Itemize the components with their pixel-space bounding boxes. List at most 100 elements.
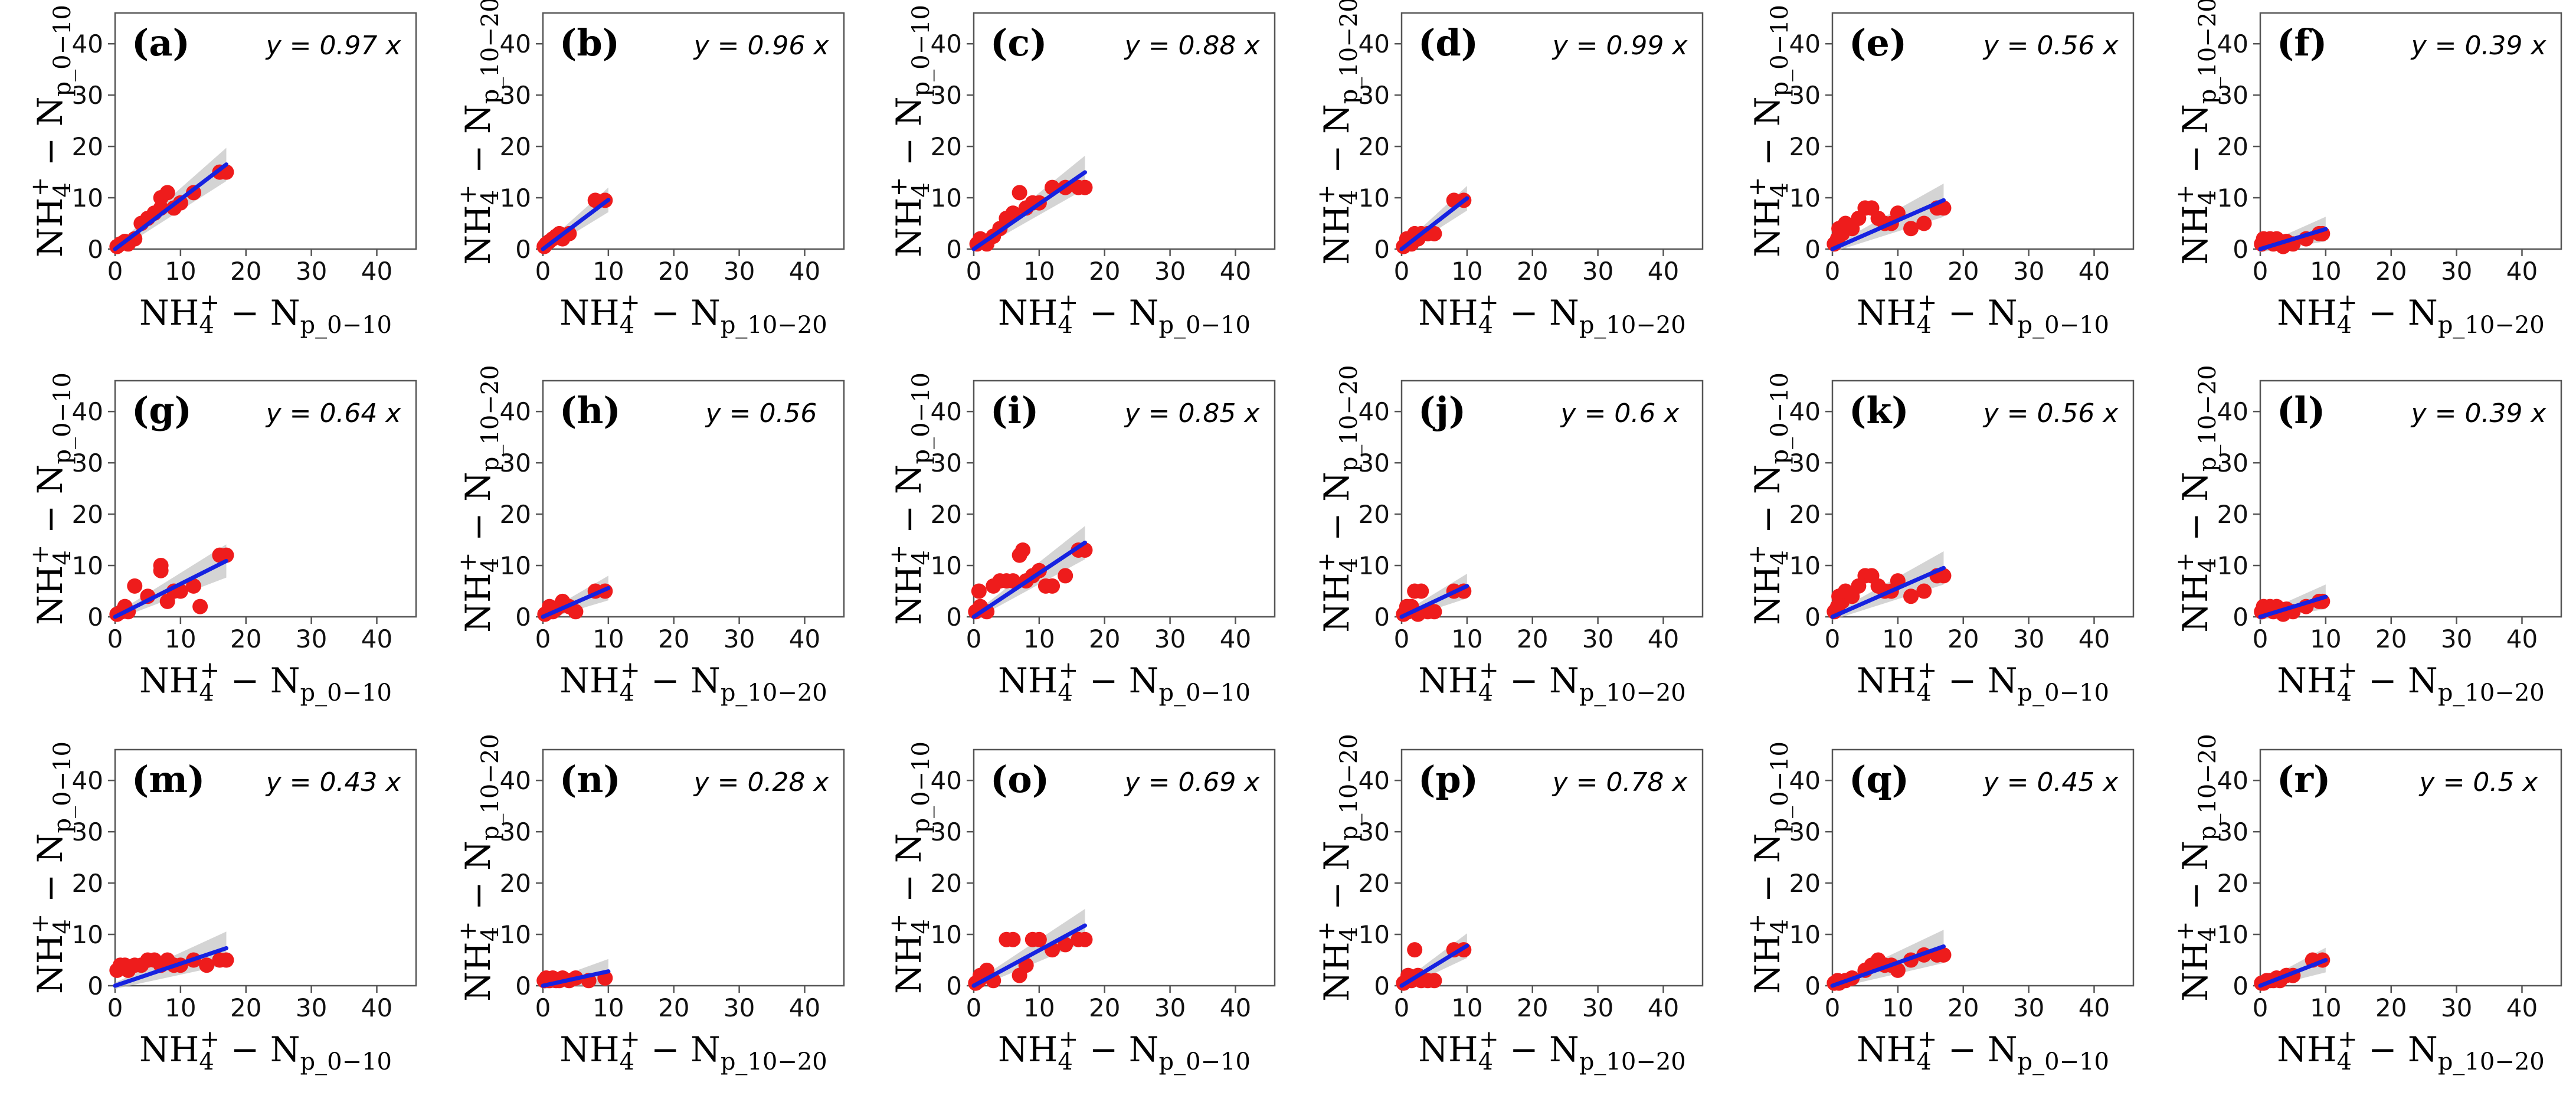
x-tick-label: 40 <box>2079 257 2110 286</box>
x-tick-label: 10 <box>165 624 196 653</box>
fit-line <box>113 162 228 251</box>
plot-frame <box>2259 380 2562 618</box>
y-tick-label: 40 <box>2217 766 2248 795</box>
plot-frame <box>114 748 417 987</box>
scatter-panel-n: 0 10 20 30 40 0 10 20 30 40 (n) y = 0.28 x NH4+ − Np… <box>454 734 845 1075</box>
x-tick-label: 20 <box>658 257 689 286</box>
y-tick-label: 0 <box>946 235 962 264</box>
plot-frame <box>2259 748 2562 987</box>
fit-line <box>541 969 611 988</box>
x-tick-label: 0 <box>966 993 982 1022</box>
y-tick-label: 30 <box>500 817 531 846</box>
x-tick-label: 30 <box>296 993 327 1022</box>
y-tick-label: 10 <box>72 920 103 949</box>
data-point <box>1936 568 1952 584</box>
x-tick-label: 0 <box>1394 257 1410 286</box>
data-point <box>1045 578 1060 594</box>
y-tick-label: 0 <box>87 972 103 1000</box>
regression-equation: y = 0.85 x <box>1124 398 1261 429</box>
regression-equation: y = 0.88 x <box>1124 31 1261 61</box>
fit-line <box>2258 594 2328 619</box>
panel-label: (m) <box>132 758 205 801</box>
y-tick-label: 40 <box>72 766 103 795</box>
data-point <box>1916 583 1932 599</box>
x-axis-title: NH4+ − Np_0−10 <box>139 657 392 707</box>
y-tick-label: 30 <box>1359 81 1390 110</box>
data-point <box>1426 973 1442 989</box>
data-point <box>1413 583 1429 599</box>
scatter-panel-a: 0 10 20 30 40 0 10 20 30 40 (a) y = 0.97 x NH4+ − Np… <box>27 5 417 339</box>
x-tick-label: 0 <box>107 257 123 286</box>
x-tick-label: 40 <box>1648 257 1679 286</box>
plot-frame <box>973 748 1276 987</box>
panel-label: (c) <box>990 21 1047 64</box>
panel-label: (l) <box>2277 389 2325 432</box>
regression-equation: y = 0.39 x <box>2410 31 2547 61</box>
x-tick-label: 30 <box>1582 624 1613 653</box>
y-tick-label: 10 <box>500 920 531 949</box>
y-tick-label: 10 <box>931 184 962 212</box>
scatter-panel-h: 0 10 20 30 40 0 10 20 30 40 (h) y = 0.56 NH4+ − Np_1… <box>454 365 845 707</box>
x-tick-label: 0 <box>2253 993 2269 1022</box>
x-tick-label: 20 <box>1947 993 1979 1022</box>
y-axis-title: NH4+ − Np_0−10 <box>885 5 935 257</box>
data-point <box>1077 179 1093 195</box>
x-tick-label: 0 <box>1825 624 1841 653</box>
x-tick-label: 0 <box>1394 993 1410 1022</box>
x-tick-label: 30 <box>2013 624 2044 653</box>
y-tick-label: 10 <box>931 920 962 949</box>
data-point <box>199 957 215 973</box>
plot-frame <box>1831 12 2135 250</box>
x-tick-label: 10 <box>1023 257 1055 286</box>
y-tick-label: 10 <box>1359 184 1390 212</box>
data-point <box>1916 215 1932 231</box>
fit-line <box>971 540 1087 619</box>
x-tick-label: 0 <box>2253 257 2269 286</box>
scatter-panel-p: 0 10 20 30 40 0 10 20 30 40 (p) y = 0.78 x NH4+ − Np… <box>1313 734 1704 1075</box>
y-tick-label: 20 <box>2217 132 2248 161</box>
x-axis-title: NH4+ − Np_10−20 <box>2277 289 2544 339</box>
x-axis-title: NH4+ − Np_10−20 <box>1418 289 1685 339</box>
data-point <box>1936 200 1952 216</box>
regression-equation: y = 0.97 x <box>265 31 402 61</box>
regression-equation: y = 0.45 x <box>1982 767 2119 797</box>
x-tick-label: 40 <box>1648 993 1679 1022</box>
y-tick-label: 20 <box>1359 132 1390 161</box>
y-tick-label: 30 <box>72 81 103 110</box>
x-axis-title: NH4+ − Np_10−20 <box>2277 1026 2544 1075</box>
x-tick-label: 30 <box>724 257 755 286</box>
regression-equation: y = 0.64 x <box>265 398 402 429</box>
x-tick-label: 20 <box>658 993 689 1022</box>
x-tick-label: 0 <box>1825 257 1841 286</box>
y-tick-label: 0 <box>1805 235 1821 264</box>
scatter-panel-o: 0 10 20 30 40 0 10 20 30 40 (o) y = 0.69 x NH4+ − Np… <box>885 741 1276 1075</box>
data-point <box>127 578 143 594</box>
y-tick-label: 0 <box>1805 603 1821 632</box>
x-tick-label: 20 <box>1089 257 1120 286</box>
y-axis-title: NH4+ − Np_10−20 <box>454 0 504 265</box>
panel-label: (o) <box>990 758 1049 801</box>
scatter-panel-k: 0 10 20 30 40 0 10 20 30 40 (k) y = 0.56 x NH4+ − Np… <box>1744 372 2135 707</box>
y-tick-label: 40 <box>1359 766 1390 795</box>
x-tick-label: 0 <box>1825 993 1841 1022</box>
fit-line <box>1399 943 1469 988</box>
x-axis-title: NH4+ − Np_10−20 <box>559 1026 827 1075</box>
x-tick-label: 30 <box>296 624 327 653</box>
x-tick-label: 10 <box>165 257 196 286</box>
y-axis-title: NH4+ − Np_10−20 <box>2172 365 2221 632</box>
fit-line <box>541 586 611 619</box>
data-point <box>971 583 987 599</box>
data-point <box>172 195 188 211</box>
fit-line <box>1830 565 1946 619</box>
y-axis-title: NH4+ − Np_0−10 <box>1744 5 1793 257</box>
x-tick-label: 0 <box>966 257 982 286</box>
x-tick-label: 40 <box>1648 624 1679 653</box>
data-point <box>568 604 584 620</box>
x-tick-label: 20 <box>230 257 261 286</box>
scatter-panel-q: 0 10 20 30 40 0 10 20 30 40 (q) y = 0.45 x NH4+ − Np… <box>1744 741 2135 1075</box>
x-tick-label: 40 <box>1220 257 1251 286</box>
regression-equation: y = 0.5 x <box>2418 767 2539 797</box>
x-tick-label: 0 <box>535 624 551 653</box>
y-axis-title: NH4+ − Np_10−20 <box>1313 0 1363 265</box>
fit-line <box>1399 196 1469 251</box>
